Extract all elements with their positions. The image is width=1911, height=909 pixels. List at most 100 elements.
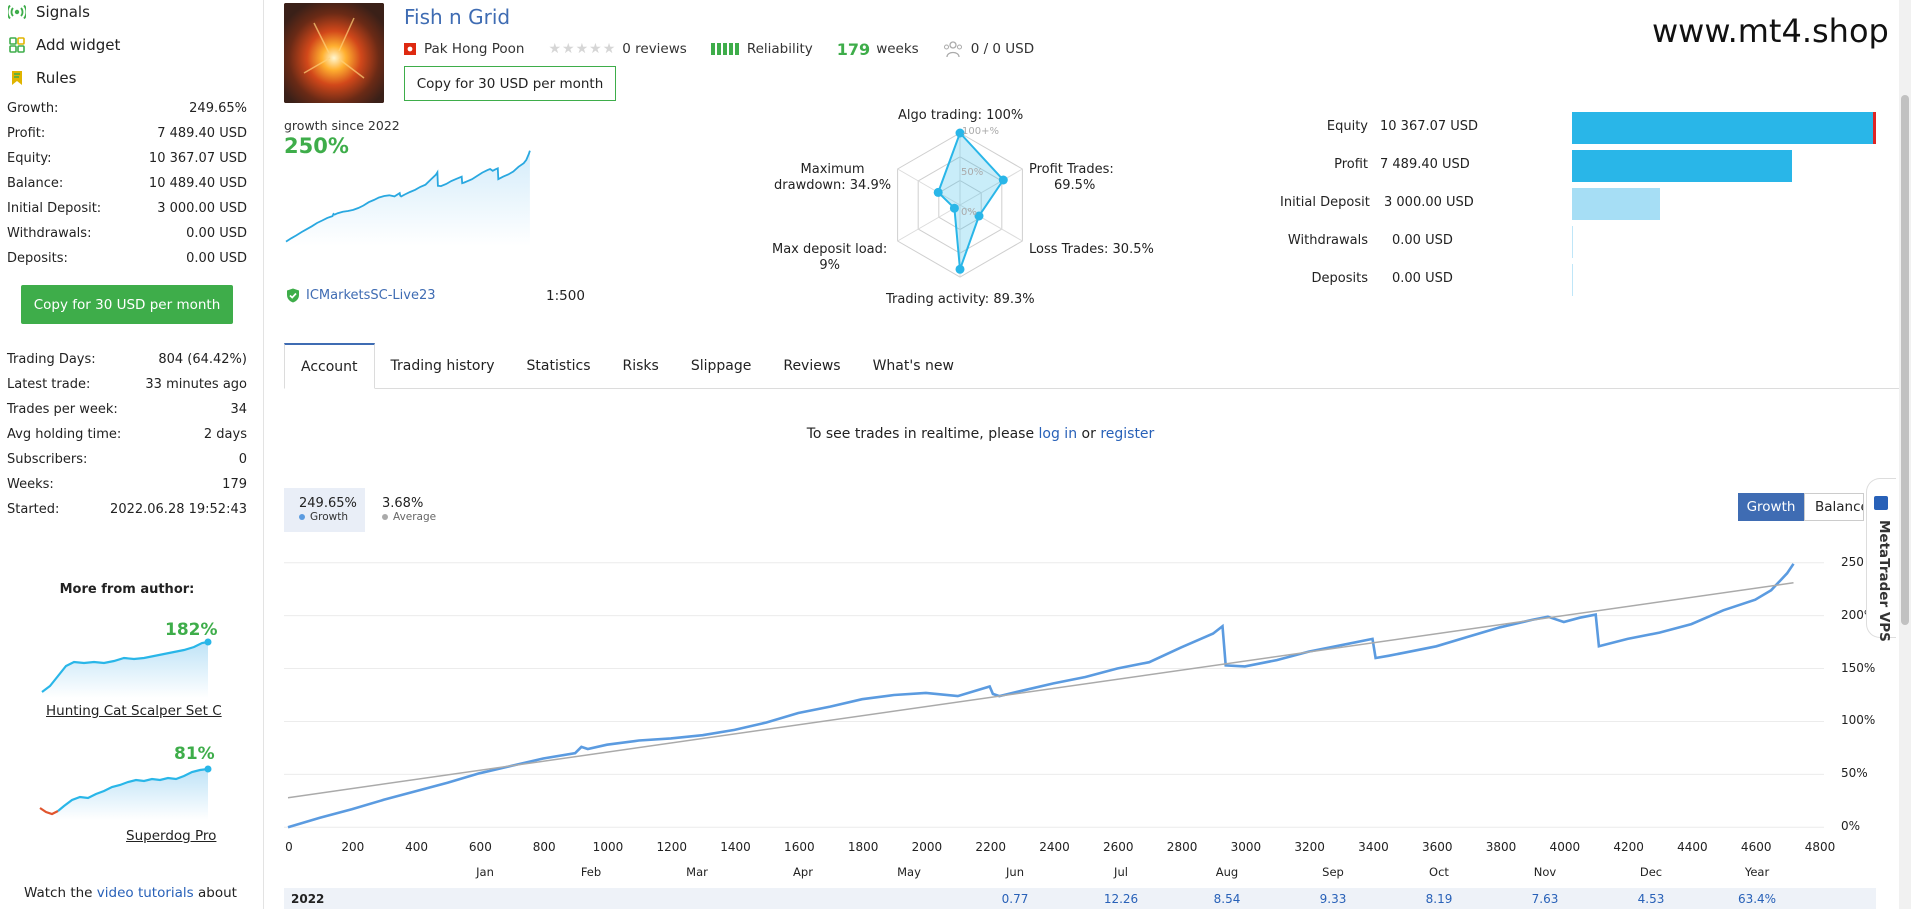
broker-server[interactable]: ICMarketsSC-Live23 [286, 288, 435, 303]
x-tick-label: 600 [468, 840, 492, 854]
series-growth[interactable] [287, 563, 1795, 829]
growth-since-value: 250% [284, 134, 349, 158]
legend-growth-label: Growth [299, 511, 348, 523]
month-label: Dec [1639, 865, 1663, 879]
bar-value: 3 000.00 USD [1384, 195, 1474, 210]
nav-signals[interactable]: Signals [8, 0, 90, 24]
month-label: Feb [580, 865, 602, 879]
reliability-label: Reliability [746, 41, 813, 57]
bar-equity[interactable] [1572, 112, 1876, 144]
radar-label-profit: Profit Trades: 69.5% [1029, 162, 1114, 194]
radar-axis [959, 168, 1023, 206]
year-cell[interactable]: 9.33 [1319, 892, 1347, 906]
detail-value: 34 [230, 402, 247, 417]
x-tick-label: 3400 [1358, 840, 1389, 854]
tab-risks[interactable]: Risks [622, 358, 659, 374]
stat-value: 7 489.40 USD [157, 126, 247, 141]
chart-balance-button[interactable]: Balance [1804, 493, 1864, 521]
growth-chart [284, 562, 1824, 829]
detail-key: Trades per week: [7, 402, 118, 417]
year-cell[interactable]: 7.63 [1531, 892, 1559, 906]
stat-value: 0.00 USD [186, 226, 247, 241]
series-average[interactable] [287, 582, 1794, 799]
metatrader-vps-tab[interactable] [1866, 478, 1896, 638]
year-cell[interactable]: 12.26 [1103, 892, 1139, 906]
bar-deposits[interactable] [1572, 264, 1573, 296]
legend-average-value[interactable]: 3.68% [382, 496, 424, 511]
nav-add-widget[interactable]: Add widget [8, 33, 120, 57]
bar-initial-deposit[interactable] [1572, 188, 1660, 220]
spark-title-hunting-cat[interactable]: Hunting Cat Scalper Set C [46, 703, 222, 719]
spark-chart-hunting-cat[interactable] [38, 638, 214, 698]
register-link[interactable]: register [1100, 426, 1155, 442]
copy-subscribe-outline-button[interactable]: Copy for 30 USD per month [404, 66, 616, 101]
realtime-notice: To see trades in realtime, please log in… [0, 426, 1911, 442]
stat-key: Equity: [7, 151, 52, 166]
x-tick-label: 4800 [1804, 840, 1836, 854]
reviews-count[interactable]: 0 reviews [622, 41, 687, 57]
growth-since-label: growth since 2022 [284, 118, 400, 133]
tab-statistics[interactable]: Statistics [526, 358, 591, 374]
radar-point-algo[interactable] [955, 128, 965, 138]
year-cell[interactable]: 0.77 [1001, 892, 1029, 906]
month-label: Jun [1006, 865, 1024, 879]
stat-value: 3 000.00 USD [157, 201, 247, 216]
detail-weeks: Weeks: 179 [7, 477, 247, 497]
tab-reviews[interactable]: Reviews [783, 358, 841, 374]
x-tick-label: 1200 [656, 840, 688, 854]
year-cell[interactable]: 8.54 [1213, 892, 1241, 906]
subscribers-icon [943, 40, 963, 58]
bar-profit[interactable] [1572, 150, 1792, 182]
year-cell[interactable]: 4.53 [1637, 892, 1665, 906]
tab-bar: Account Trading history Statistics Risks… [284, 343, 970, 389]
nav-rules[interactable]: Rules [8, 66, 76, 90]
x-tick-label: 200 [341, 840, 365, 854]
login-link[interactable]: log in [1038, 426, 1078, 442]
shield-check-icon [286, 288, 300, 303]
bar-drawdown-marker [1873, 112, 1876, 144]
radar-axis [897, 204, 961, 242]
year-cell[interactable]: 63.4% [1737, 892, 1777, 906]
site-watermark: www.mt4.shop [1652, 12, 1889, 50]
stat-key: Withdrawals: [7, 226, 92, 241]
spark-pct: 182% [165, 620, 218, 640]
radar-text: 69.5% [1054, 178, 1096, 193]
widget-icon [8, 36, 26, 54]
x-tick-label: 4000 [1549, 840, 1581, 854]
detail-avg-holding: Avg holding time: 2 days [7, 427, 247, 447]
detail-key: Weeks: [7, 477, 54, 492]
reliability-icon [710, 43, 739, 55]
copy-subscribe-button[interactable]: Copy for 30 USD per month [21, 285, 233, 324]
x-tick-label: 0 [285, 840, 293, 854]
radar-point-activity[interactable] [955, 264, 965, 274]
radar-point-loss[interactable] [974, 211, 984, 221]
legend-growth[interactable] [284, 488, 365, 532]
note-text: about [193, 885, 237, 901]
bar-value: 0.00 USD [1392, 271, 1453, 286]
tab-slippage[interactable]: Slippage [690, 358, 752, 374]
chart-growth-button[interactable]: Growth [1738, 493, 1804, 521]
video-tutorials-link[interactable]: video tutorials [96, 885, 194, 901]
tab-trading-history[interactable]: Trading history [390, 358, 495, 374]
leverage: 1:500 [546, 288, 585, 304]
y-tick-label: 250 [1841, 554, 1864, 569]
author-link[interactable]: Pak Hong Poon [424, 41, 525, 57]
legend-growth-value: 249.65% [299, 496, 357, 511]
bar-value: 0.00 USD [1392, 233, 1453, 248]
radar-point-drawdown[interactable] [933, 187, 943, 197]
signal-title[interactable]: Fish n Grid [404, 5, 511, 29]
year-cell[interactable]: 8.19 [1425, 892, 1453, 906]
weeks-word: weeks [876, 41, 919, 57]
radar-label-algo: Algo trading: 100% [898, 108, 1024, 123]
radar-point-profit[interactable] [998, 175, 1008, 185]
stat-withdrawals: Withdrawals: 0.00 USD [7, 226, 247, 246]
spark-chart-superdog[interactable] [38, 760, 214, 820]
tab-whats-new[interactable]: What's new [872, 358, 954, 374]
radar-point-deposit_load[interactable] [949, 203, 959, 213]
bar-withdrawals[interactable] [1572, 226, 1573, 258]
spark-title-superdog[interactable]: Superdog Pro [126, 828, 217, 844]
radar-label-drawdown: Maximum drawdown: 34.9% [774, 162, 891, 194]
scrollbar-thumb[interactable] [1901, 95, 1909, 625]
x-tick-label: 1800 [847, 840, 879, 854]
tab-account[interactable]: Account [284, 343, 375, 389]
